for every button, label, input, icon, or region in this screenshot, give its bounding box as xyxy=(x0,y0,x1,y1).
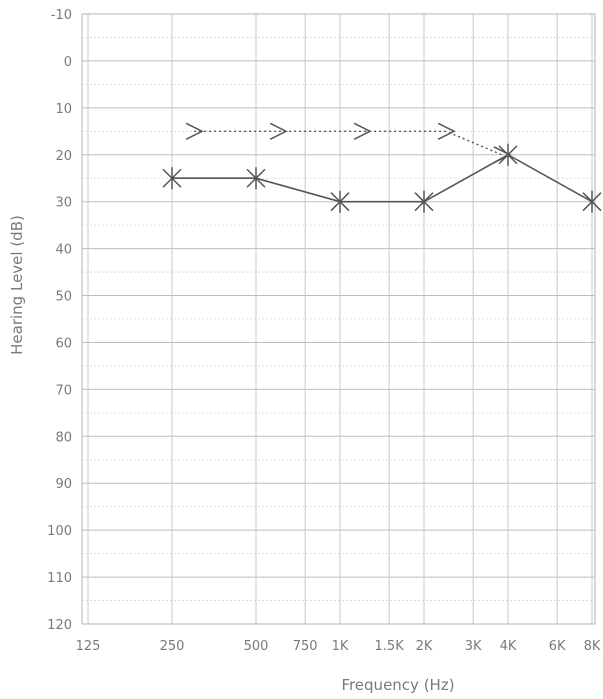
x-axis-title: Frequency (Hz) xyxy=(341,676,454,694)
x-tick-label: 1K xyxy=(332,639,349,654)
y-tick-label: 0 xyxy=(64,55,72,70)
x-marker-point xyxy=(162,167,182,190)
x-tick-label: 125 xyxy=(76,639,101,654)
x-tick-label: 3K xyxy=(465,639,482,654)
y-tick-label: 120 xyxy=(47,618,72,633)
bracket-marker-point xyxy=(269,122,288,140)
bracket-marker-point xyxy=(185,122,204,140)
bracket-marker-point xyxy=(353,122,372,140)
x-tick-label: 2K xyxy=(416,639,433,654)
y-tick-label: -10 xyxy=(51,8,72,23)
x-tick-label: 250 xyxy=(160,639,185,654)
x-tick-label: 6K xyxy=(549,639,566,654)
x-marker-point xyxy=(582,190,602,213)
bracket-marker-point xyxy=(493,146,512,164)
series-0 xyxy=(162,143,602,213)
x-marker-point xyxy=(246,167,266,190)
y-tick-label: 60 xyxy=(55,336,72,351)
x-tick-label: 500 xyxy=(244,639,269,654)
y-tick-label: 110 xyxy=(47,571,72,586)
y-tick-label: 100 xyxy=(47,524,72,539)
grid xyxy=(81,13,596,625)
y-tick-label: 20 xyxy=(55,149,72,164)
x-tick-label: 8K xyxy=(584,639,601,654)
y-tick-label: 70 xyxy=(55,383,72,398)
series-line xyxy=(172,153,593,203)
y-tick-label: 90 xyxy=(55,477,72,492)
y-tick-label: 40 xyxy=(55,243,72,258)
bracket-marker-point xyxy=(437,122,456,140)
x-marker-point xyxy=(414,190,434,213)
y-tick-label: 30 xyxy=(55,196,72,211)
y-axis-title: Hearing Level (dB) xyxy=(8,215,26,355)
y-tick-label: 10 xyxy=(55,102,72,117)
series-1 xyxy=(185,122,512,164)
x-tick-label: 4K xyxy=(500,639,517,654)
y-tick-label: 50 xyxy=(55,290,72,305)
plot-frame xyxy=(81,13,596,625)
x-marker-point xyxy=(330,190,350,213)
series-line xyxy=(194,130,503,156)
x-marker-point xyxy=(498,143,518,166)
y-tick-label: 80 xyxy=(55,430,72,445)
x-tick-label: 750 xyxy=(293,639,318,654)
data-series xyxy=(162,122,602,213)
x-tick-label: 1.5K xyxy=(375,639,405,654)
tick-labels: -10 0 10 20 30 40 50 60 70 80 90 100 110 120 125 250 500… xyxy=(47,8,601,654)
